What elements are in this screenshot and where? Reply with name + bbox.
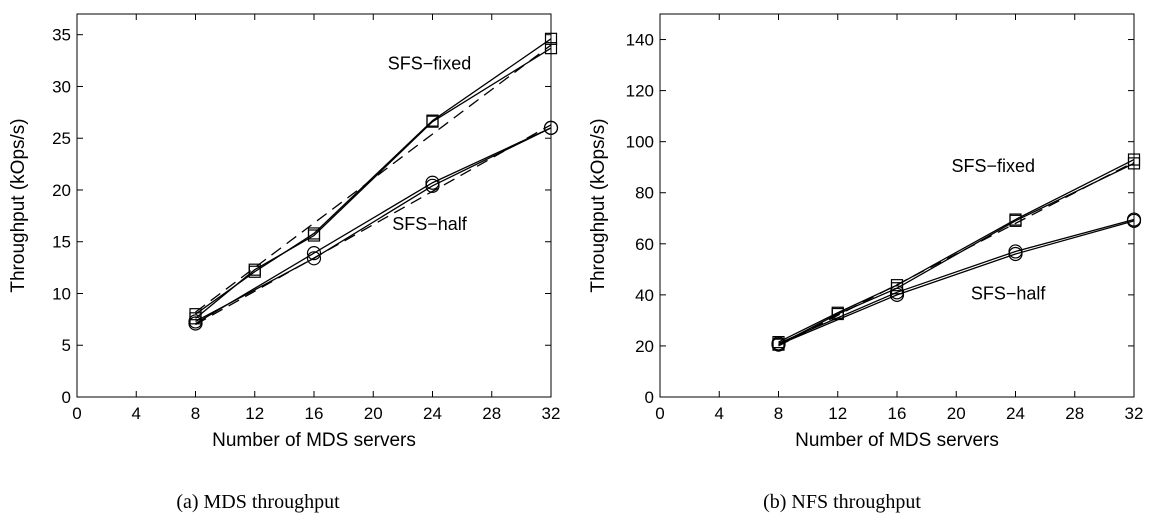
y-tick-label: 30 (52, 77, 71, 96)
circle-marker (425, 178, 440, 193)
x-tick-label: 8 (774, 404, 783, 423)
square-marker (1127, 157, 1141, 170)
x-tick-label: 32 (542, 404, 561, 423)
x-axis-label: Number of MDS servers (795, 430, 999, 451)
series-annotation: SFS−fixed (388, 54, 472, 74)
series-annotation: SFS−half (392, 214, 468, 234)
series-line (195, 47, 552, 319)
linear-reference-line (195, 124, 552, 326)
x-tick-label: 8 (191, 404, 200, 423)
series-line (195, 127, 552, 325)
plot-frame (659, 13, 1135, 398)
x-tick-label: 12 (828, 404, 847, 423)
x-tick-label: 12 (245, 404, 264, 423)
y-tick-label: 25 (52, 129, 71, 148)
y-tick-label: 0 (62, 388, 71, 407)
y-tick-label: 15 (52, 233, 71, 252)
x-tick-label: 28 (1065, 404, 1084, 423)
circle-marker (306, 251, 322, 266)
figure-caption: (a) MDS throughput (176, 491, 340, 513)
circle-marker (771, 337, 786, 352)
square-marker (544, 32, 558, 45)
y-axis-label: Throughput (kOps/s) (8, 118, 29, 292)
y-tick-label: 5 (62, 336, 71, 355)
circle-marker (306, 246, 322, 261)
y-tick-label: 20 (635, 337, 654, 356)
x-tick-label: 32 (1125, 404, 1144, 423)
series-line (778, 220, 1135, 346)
x-tick-label: 0 (72, 404, 81, 423)
x-axis-label: Number of MDS servers (212, 430, 416, 451)
y-tick-label: 140 (626, 31, 654, 50)
x-tick-label: 20 (947, 404, 966, 423)
circle-marker (889, 287, 905, 302)
square-marker (248, 263, 261, 276)
y-tick-label: 35 (52, 26, 71, 45)
circle-marker (1126, 213, 1142, 228)
circle-marker (1008, 246, 1023, 262)
y-tick-label: 60 (635, 235, 654, 254)
series-annotation: SFS−half (971, 284, 1047, 304)
x-tick-label: 0 (655, 404, 664, 423)
figure-caption: (b) NFS throughput (763, 491, 921, 513)
square-marker (544, 42, 558, 55)
plot-frame (76, 13, 552, 398)
linear-reference-line (778, 161, 1135, 347)
y-tick-label: 0 (645, 388, 654, 407)
y-tick-label: 40 (635, 286, 654, 305)
x-tick-label: 4 (132, 404, 141, 423)
y-tick-label: 80 (635, 184, 654, 203)
y-tick-label: 20 (52, 181, 71, 200)
x-tick-label: 4 (715, 404, 724, 423)
x-tick-label: 28 (482, 404, 501, 423)
series-annotation: SFS−fixed (952, 156, 1036, 176)
y-tick-label: 100 (626, 133, 654, 152)
x-tick-label: 24 (423, 404, 442, 423)
y-tick-label: 10 (52, 284, 71, 303)
y-axis-label: Throughput (kOps/s) (588, 118, 609, 292)
chart-panel-mds: 0 4 8 12 16 20 24 28 32 0 5 10 15 20 25 30 35 Number of M… (8, 13, 561, 513)
linear-reference-line (195, 44, 552, 313)
chart-panel-nfs: 0 4 8 12 16 20 24 28 32 0 20 40 60 80 100 120 140 Number … (588, 13, 1144, 513)
x-tick-label: 16 (305, 404, 324, 423)
series-line (195, 127, 552, 323)
x-tick-label: 24 (1006, 404, 1025, 423)
x-tick-label: 16 (888, 404, 907, 423)
series-line (778, 218, 1135, 344)
y-tick-label: 120 (626, 82, 654, 101)
x-tick-label: 20 (364, 404, 383, 423)
square-marker (307, 229, 321, 242)
square-marker (426, 115, 439, 128)
